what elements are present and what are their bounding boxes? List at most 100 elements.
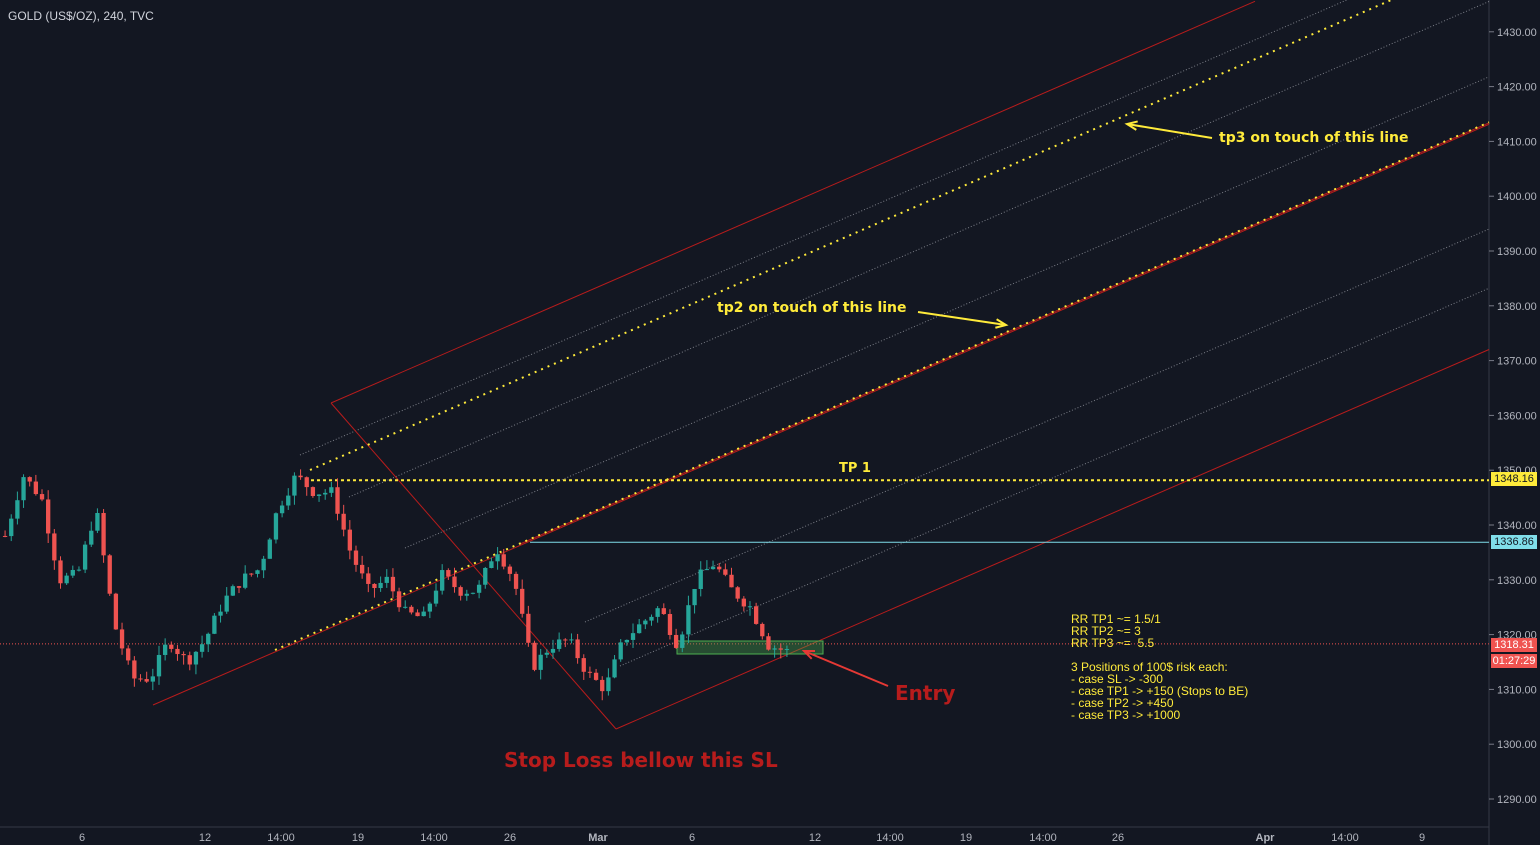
candle-body xyxy=(637,624,642,634)
drawing-lines xyxy=(0,0,1490,730)
candle-body xyxy=(15,500,20,519)
candle-body xyxy=(760,623,765,637)
price-tick-label: 1410.00 xyxy=(1497,136,1537,148)
candle-body xyxy=(378,582,383,589)
candle-body xyxy=(261,558,266,571)
price-tick-label: 1310.00 xyxy=(1497,684,1537,696)
resistance-price-tag: 1336.86 xyxy=(1491,535,1537,549)
price-tick-label: 1400.00 xyxy=(1497,191,1537,203)
entry-arrow xyxy=(803,650,889,687)
parallel-line xyxy=(584,228,1490,623)
candle-body xyxy=(70,569,75,576)
candle-body xyxy=(766,636,771,650)
time-tick-label: 26 xyxy=(504,832,516,844)
pitchfork-handle-line xyxy=(330,402,617,730)
candle-body xyxy=(366,573,371,584)
time-tick-label: 26 xyxy=(1112,832,1124,844)
candle-body xyxy=(113,593,119,630)
candle-body xyxy=(119,629,125,649)
trade-notes: RR TP1 ~= 1.5/1 RR TP2 ~= 3 RR TP3 ~= 5.5 3… xyxy=(1071,601,1248,733)
time-tick-label: 19 xyxy=(960,832,972,844)
candle-body xyxy=(520,588,525,614)
candle-body xyxy=(704,569,710,571)
candle-body xyxy=(9,518,14,537)
candle-body xyxy=(329,487,334,493)
candle-body xyxy=(556,639,562,649)
tp3-arrow-head xyxy=(1124,120,1138,131)
candle-body xyxy=(95,512,100,531)
candle-body xyxy=(729,574,734,588)
parallel-line xyxy=(348,0,1490,498)
parallel-line xyxy=(404,76,1490,549)
candle-body xyxy=(2,535,8,537)
candle-body xyxy=(717,566,722,570)
candle-body xyxy=(64,575,69,584)
price-tick-label: 1360.00 xyxy=(1497,410,1537,422)
note-line: RR TP3 ~= 5.5 xyxy=(1071,636,1155,650)
candle-body xyxy=(323,492,328,495)
tp3-label: tp3 on touch of this line xyxy=(1219,130,1409,146)
price-tick-label: 1390.00 xyxy=(1497,246,1537,258)
time-tick-label: Mar xyxy=(588,832,608,844)
price-tick-label: 1370.00 xyxy=(1497,356,1537,368)
candle-body xyxy=(144,679,149,682)
note-line: 3 Positions of 100$ risk each: xyxy=(1071,660,1228,674)
candle-body xyxy=(162,644,168,655)
tp1-label: TP 1 xyxy=(839,461,871,476)
channel-upper-line xyxy=(330,0,1256,404)
candle-body xyxy=(440,570,445,591)
candle-body xyxy=(489,561,494,568)
candle-body xyxy=(673,634,679,648)
tp2-arrow xyxy=(917,311,1007,326)
candle-body xyxy=(772,648,777,650)
candle-body xyxy=(33,481,39,495)
entry-zone xyxy=(676,640,824,655)
candles xyxy=(2,469,790,701)
candle-body xyxy=(569,639,574,641)
channel-mid-line xyxy=(519,122,1490,545)
note-line: - case TP3 -> +1000 xyxy=(1071,708,1181,722)
candle-body xyxy=(470,592,476,594)
candle-body xyxy=(741,598,746,607)
candle-body xyxy=(132,660,137,679)
candle-body xyxy=(218,611,223,616)
candle-body xyxy=(58,560,63,584)
candle-body xyxy=(169,644,174,649)
candle-body xyxy=(310,487,316,496)
parallel-line xyxy=(619,287,1490,667)
candle-body xyxy=(686,605,691,635)
candle-body xyxy=(446,570,451,577)
candle-body xyxy=(230,586,236,596)
candle-body xyxy=(600,679,605,692)
candle-body xyxy=(236,586,242,588)
time-tick-label: 14:00 xyxy=(1029,832,1057,844)
candle-body xyxy=(753,606,759,624)
candle-body xyxy=(384,576,389,583)
candle-body xyxy=(150,676,155,682)
candle-body xyxy=(82,544,88,570)
candle-body xyxy=(347,529,352,551)
candle-body xyxy=(427,603,433,612)
note-line: - case SL -> -300 xyxy=(1071,672,1163,686)
candle-body xyxy=(476,584,482,593)
candle-body xyxy=(507,566,513,574)
candle-body xyxy=(544,652,549,655)
entry-arrow-head xyxy=(801,649,816,660)
time-tick-label: 6 xyxy=(689,832,695,844)
candle-body xyxy=(273,513,279,540)
candle-body xyxy=(175,648,180,655)
candle-body xyxy=(21,477,26,501)
entry-label: Entry xyxy=(895,681,956,705)
channel-base-line xyxy=(152,123,1490,706)
parallel-line xyxy=(299,0,1348,456)
candle-body xyxy=(458,587,463,596)
candle-body xyxy=(292,475,297,496)
candle-body xyxy=(452,576,457,588)
current-price-tag: 1318.31 xyxy=(1491,638,1537,652)
price-tick-label: 1290.00 xyxy=(1497,794,1537,806)
candle-body xyxy=(421,611,426,617)
candle-body xyxy=(255,570,260,574)
symbol-title[interactable]: GOLD (US$/OZ), 240, TVC xyxy=(8,9,154,23)
